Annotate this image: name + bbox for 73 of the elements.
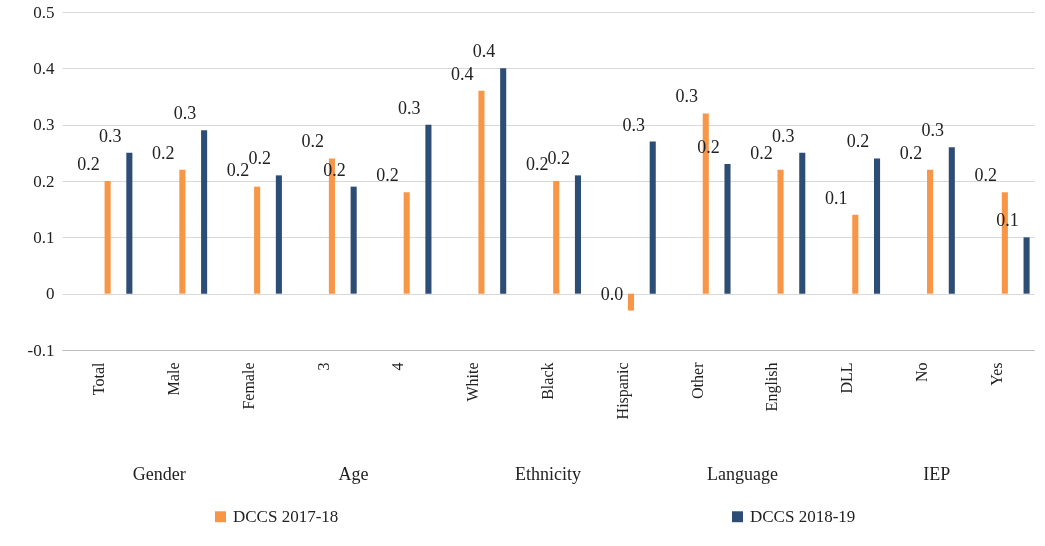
legend-label: DCCS 2017-18	[233, 506, 339, 526]
text: Gender	[132, 464, 186, 484]
bar	[500, 68, 507, 294]
bar	[275, 175, 282, 294]
x-tick-label: Male	[165, 362, 183, 396]
bar	[852, 214, 859, 294]
data-label: 0.2	[547, 148, 571, 169]
bar	[724, 164, 731, 294]
x-tick-label: No	[912, 362, 930, 383]
data-label: 0.1	[824, 187, 848, 208]
data-label: 0.3	[99, 125, 122, 146]
data-label: 0.2	[77, 154, 100, 174]
data-label: 0.4	[451, 63, 474, 84]
bar	[649, 141, 656, 294]
bar	[553, 181, 560, 294]
y-tick-label: 0.5	[33, 2, 55, 22]
bar	[1023, 237, 1030, 294]
data-label: 0.3	[921, 120, 944, 141]
data-label: 0.2	[301, 131, 325, 152]
bar	[350, 186, 357, 294]
bar	[104, 181, 111, 294]
bar	[254, 186, 261, 294]
y-tick-label: 0.3	[33, 115, 55, 135]
data-label: 0.2	[376, 165, 399, 186]
data-label: 0.3	[622, 114, 645, 135]
data-label: 0.4	[472, 41, 496, 62]
y-tick-label: 0	[46, 284, 55, 304]
data-label: 0.3	[398, 97, 421, 118]
data-label: 0.2	[152, 142, 175, 163]
data-label: 0.2	[226, 159, 250, 180]
bar	[574, 175, 581, 294]
x-tick-label: Female	[239, 362, 257, 410]
y-tick-label: 0.1	[33, 227, 55, 247]
x-tick-label: English	[763, 362, 782, 412]
data-label: 0.2	[899, 142, 923, 163]
bar	[179, 169, 186, 294]
data-label: 0.3	[771, 125, 795, 146]
bar	[948, 147, 955, 294]
text: IEP	[923, 464, 951, 484]
text: Ethnicity	[515, 464, 581, 484]
x-tick-label: DLL	[838, 362, 856, 394]
bar	[627, 293, 635, 311]
data-label: 0.3	[675, 86, 698, 107]
text: Language	[706, 464, 778, 484]
x-tick-label: 3	[314, 362, 332, 371]
x-tick-label: Total	[90, 361, 108, 396]
y-tick-label: 0.4	[33, 58, 55, 78]
data-label: 0.2	[750, 142, 773, 163]
bar	[799, 152, 806, 294]
data-label: 0.2	[525, 154, 549, 174]
bar	[873, 158, 881, 294]
data-label: 0.2	[846, 131, 870, 152]
x-tick-label: Hispanic	[613, 362, 632, 420]
x-tick-label: Yes	[987, 362, 1005, 386]
bar	[126, 152, 133, 294]
x-tick-label: 4	[389, 362, 407, 371]
bar	[927, 169, 934, 294]
bar	[478, 90, 485, 294]
data-label: 0.3	[173, 103, 197, 124]
bar	[425, 124, 432, 294]
data-label: 0.2	[248, 148, 272, 169]
text: Age	[338, 464, 369, 484]
bar	[403, 192, 410, 294]
y-tick-label: -0.1	[27, 340, 55, 360]
legend-label: DCCS 2018-19	[750, 506, 856, 526]
y-tick-label: 0.2	[33, 171, 55, 191]
bar	[777, 169, 784, 294]
bar	[201, 130, 208, 294]
x-tick-label: White	[464, 362, 482, 402]
data-label: 0.0	[600, 283, 624, 304]
x-tick-label: Black	[539, 362, 556, 400]
data-label: 0.2	[974, 165, 997, 186]
x-tick-label: Other	[688, 361, 706, 399]
